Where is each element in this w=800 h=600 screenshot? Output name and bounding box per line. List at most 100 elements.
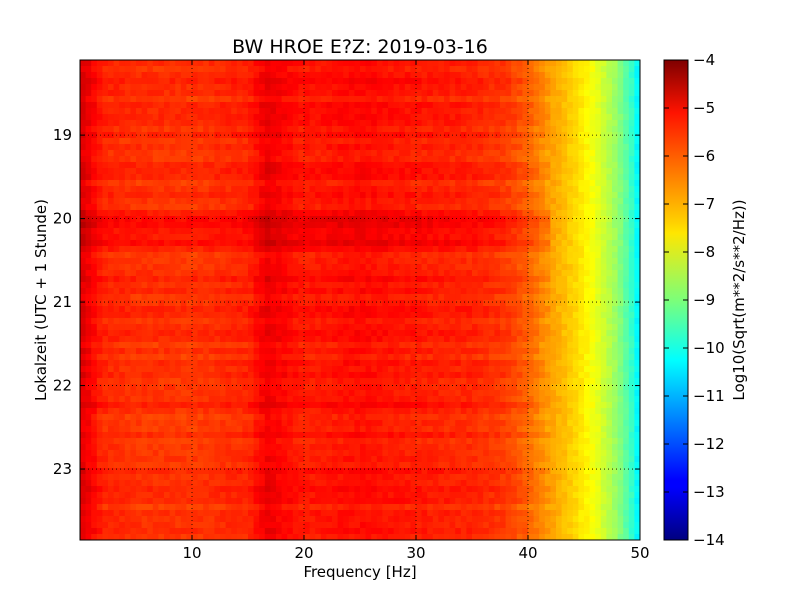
heatmap-cell <box>192 204 199 211</box>
heatmap-cell <box>404 144 411 151</box>
heatmap-cell <box>533 336 540 343</box>
heatmap-cell <box>175 300 182 307</box>
heatmap-cell <box>483 174 490 181</box>
heatmap-cell <box>253 198 260 205</box>
heatmap-cell <box>225 330 232 337</box>
heatmap-cell <box>528 78 535 85</box>
heatmap-cell <box>281 288 288 295</box>
heatmap-cell <box>332 354 339 361</box>
heatmap-cell <box>192 174 199 181</box>
heatmap-cell <box>606 90 613 97</box>
heatmap-cell <box>371 354 378 361</box>
heatmap-cell <box>410 312 417 319</box>
heatmap-cell <box>343 258 350 265</box>
heatmap-cell <box>225 294 232 301</box>
heatmap-cell <box>388 228 395 235</box>
heatmap-cell <box>544 300 551 307</box>
heatmap-cell <box>432 72 439 79</box>
heatmap-cell <box>287 180 294 187</box>
heatmap-cell <box>281 114 288 121</box>
heatmap-cell <box>264 216 271 223</box>
heatmap-cell <box>264 120 271 127</box>
heatmap-cell <box>595 138 602 145</box>
heatmap-cell <box>388 354 395 361</box>
heatmap-cell <box>404 222 411 229</box>
heatmap-cell <box>449 258 456 265</box>
heatmap-cell <box>96 132 103 139</box>
heatmap-cell <box>315 78 322 85</box>
heatmap-cell <box>119 294 126 301</box>
heatmap-cell <box>259 228 266 235</box>
heatmap-cell <box>96 348 103 355</box>
heatmap-cell <box>203 210 210 217</box>
heatmap-cell <box>567 252 574 259</box>
heatmap-cell <box>208 276 215 283</box>
heatmap-cell <box>264 108 271 115</box>
heatmap-cell <box>124 276 131 283</box>
heatmap-cell <box>360 222 367 229</box>
heatmap-cell <box>410 270 417 277</box>
heatmap-cell <box>231 300 238 307</box>
heatmap-cell <box>175 186 182 193</box>
heatmap-cell <box>276 294 283 301</box>
heatmap-cell <box>365 114 372 121</box>
heatmap-cell <box>528 252 535 259</box>
heatmap-cell <box>371 126 378 133</box>
heatmap-cell <box>281 264 288 271</box>
heatmap-cell <box>264 288 271 295</box>
heatmap-cell <box>309 174 316 181</box>
heatmap-cell <box>550 204 557 211</box>
heatmap-cell <box>500 150 507 157</box>
heatmap-cell <box>460 60 467 67</box>
heatmap-cell <box>169 78 176 85</box>
heatmap-cell <box>376 294 383 301</box>
heatmap-cell <box>567 192 574 199</box>
heatmap-cell <box>444 330 451 337</box>
heatmap-cell <box>208 138 215 145</box>
heatmap-cell <box>522 138 529 145</box>
heatmap-cell <box>326 132 333 139</box>
heatmap-cell <box>287 270 294 277</box>
heatmap-cell <box>595 192 602 199</box>
heatmap-cell <box>169 306 176 313</box>
heatmap-cell <box>96 174 103 181</box>
heatmap-cell <box>80 150 87 157</box>
heatmap-cell <box>304 162 311 169</box>
heatmap-cell <box>516 234 523 241</box>
heatmap-cell <box>169 288 176 295</box>
heatmap-cell <box>522 258 529 265</box>
heatmap-cell <box>208 132 215 139</box>
heatmap-cell <box>113 96 120 103</box>
heatmap-cell <box>365 294 372 301</box>
heatmap-cell <box>203 342 210 349</box>
heatmap-cell <box>192 66 199 73</box>
heatmap-cell <box>119 102 126 109</box>
heatmap-cell <box>147 120 154 127</box>
heatmap-cell <box>348 294 355 301</box>
heatmap-cell <box>96 270 103 277</box>
heatmap-cell <box>208 210 215 217</box>
heatmap-cell <box>595 96 602 103</box>
heatmap-cell <box>292 282 299 289</box>
heatmap-cell <box>298 132 305 139</box>
heatmap-cell <box>427 126 434 133</box>
heatmap-cell <box>623 306 630 313</box>
heatmap-cell <box>628 216 635 223</box>
heatmap-cell <box>556 114 563 121</box>
heatmap-cell <box>466 204 473 211</box>
heatmap-cell <box>612 186 619 193</box>
heatmap-cell <box>315 180 322 187</box>
heatmap-cell <box>500 96 507 103</box>
heatmap-cell <box>483 120 490 127</box>
heatmap-cell <box>315 144 322 151</box>
heatmap-cell <box>500 204 507 211</box>
heatmap-cell <box>550 228 557 235</box>
heatmap-cell <box>298 336 305 343</box>
heatmap-cell <box>169 192 176 199</box>
heatmap-cell <box>522 150 529 157</box>
heatmap-cell <box>477 162 484 169</box>
heatmap-cell <box>169 312 176 319</box>
heatmap-cell <box>494 258 501 265</box>
heatmap-cell <box>253 192 260 199</box>
heatmap-cell <box>606 318 613 325</box>
